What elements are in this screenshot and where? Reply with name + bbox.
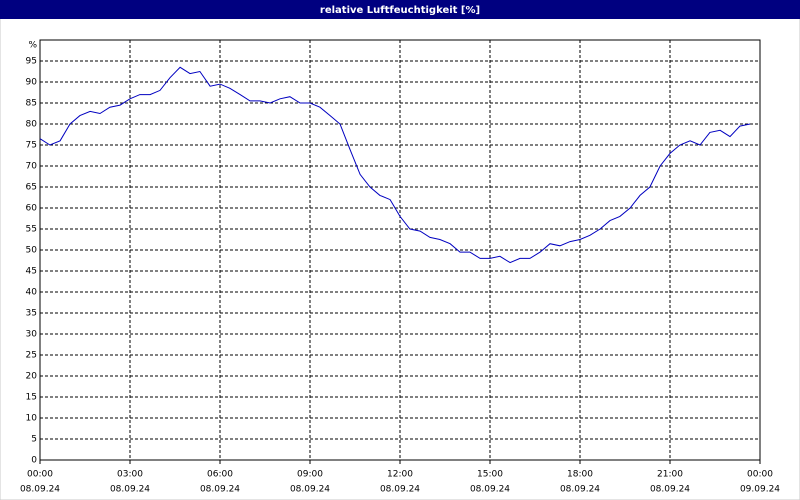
y-tick-label: 95 [26,57,37,67]
y-tick-label: 0 [31,456,37,466]
x-tick-label: 18:00 [567,470,593,480]
y-tick-label: 40 [26,288,38,298]
y-tick-label: 75 [26,141,37,151]
x-tick-date: 09.09.24 [740,485,780,495]
y-tick-label: 30 [26,330,38,340]
y-tick-label: 45 [26,267,37,277]
y-tick-label: 90 [26,78,38,88]
x-tick-date: 08.09.24 [110,485,150,495]
y-tick-label: 5 [31,435,37,445]
y-tick-label: 10 [26,414,38,424]
y-tick-label: 60 [26,204,38,214]
y-tick-label: 70 [26,162,38,172]
x-tick-label: 00:00 [27,470,53,480]
data-line [39,66,751,264]
x-tick-date: 08.09.24 [200,485,240,495]
x-tick-date: 08.09.24 [560,485,600,495]
x-tick-date: 08.09.24 [470,485,510,495]
chart-title: relative Luftfeuchtigkeit [%] [320,5,480,16]
y-tick-label: 85 [26,99,37,109]
x-tick-label: 21:00 [657,470,683,480]
y-tick-label: 65 [26,183,37,193]
x-tick-label: 06:00 [207,470,233,480]
x-tick-date: 08.09.24 [290,485,330,495]
x-tick-label: 00:00 [747,470,773,480]
x-tick-label: 03:00 [117,470,143,480]
x-tick-date: 08.09.24 [380,485,420,495]
y-axis-label: % [28,41,37,51]
y-tick-label: 15 [26,393,37,403]
y-tick-label: 25 [26,351,37,361]
x-tick-label: 12:00 [387,470,413,480]
title-bar [0,0,800,19]
x-tick-label: 15:00 [477,470,503,480]
plot-border [39,39,761,461]
y-tick-label: 35 [26,309,37,319]
x-tick-date: 08.09.24 [650,485,690,495]
x-tick-label: 09:00 [297,470,323,480]
y-tick-label: 55 [26,225,37,235]
y-tick-label: 20 [26,372,38,382]
x-tick-date: 08.09.24 [20,485,60,495]
y-tick-label: 80 [26,120,38,130]
y-tick-label: 50 [26,246,38,256]
